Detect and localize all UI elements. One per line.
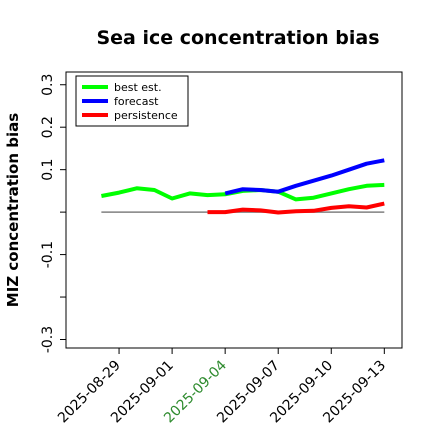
y-tick-label: 0.2 bbox=[40, 116, 56, 138]
legend-label: best est. bbox=[114, 81, 162, 94]
y-tick-label: -0.3 bbox=[40, 326, 56, 353]
series-line-persistence bbox=[207, 201, 385, 215]
y-tick-label: 0.3 bbox=[40, 74, 56, 96]
series-line-best-est bbox=[101, 182, 385, 202]
y-axis-ticks: 0.3 0.2 0.1 -0.1 -0.3 bbox=[40, 74, 66, 353]
legend-label: persistence bbox=[114, 109, 178, 122]
x-axis-ticks: 2025-08-292025-09-012025-09-042025-09-07… bbox=[55, 348, 389, 426]
y-tick-label: 0.1 bbox=[40, 159, 56, 181]
y-axis-label: MIZ concentration bias bbox=[4, 113, 22, 307]
series-line-forecast bbox=[224, 158, 385, 196]
y-tick-label: -0.1 bbox=[40, 241, 56, 268]
legend-label: forecast bbox=[114, 95, 159, 108]
plot-frame bbox=[65, 71, 403, 349]
series-layer bbox=[101, 158, 385, 215]
chart-title: Sea ice concentration bias bbox=[96, 27, 379, 49]
